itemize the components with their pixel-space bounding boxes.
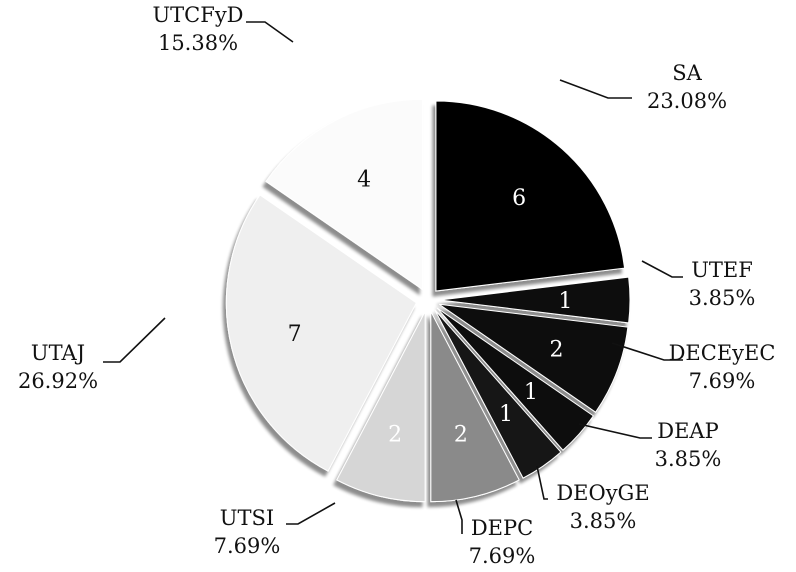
leader-line-deoyge bbox=[536, 465, 548, 500]
slice-percent-utsi: 7.69% bbox=[214, 534, 281, 558]
slice-percent-utcfyd: 15.38% bbox=[158, 31, 238, 55]
slice-label-deoyge: DEOyGE bbox=[556, 481, 649, 505]
leader-line-utaj bbox=[103, 317, 166, 363]
slice-label-deap: DEAP bbox=[657, 419, 718, 443]
slice-percent-deoyge: 3.85% bbox=[570, 509, 637, 533]
slice-value-utef: 1 bbox=[558, 289, 572, 314]
slice-label-utcfyd: UTCFyD bbox=[152, 3, 243, 27]
slice-value-deap: 1 bbox=[524, 380, 538, 405]
leader-line-utsi bbox=[286, 502, 336, 525]
pie-slice-utef bbox=[439, 276, 631, 324]
pie-slice-deap bbox=[436, 307, 595, 451]
leader-line-utcfyd bbox=[246, 21, 294, 43]
leader-line-utef bbox=[641, 260, 683, 278]
slice-value-depc: 2 bbox=[454, 422, 468, 447]
slice-label-utef: UTEF bbox=[691, 258, 753, 282]
leader-line-deap bbox=[578, 423, 652, 439]
slice-value-utcfyd: 4 bbox=[357, 167, 371, 192]
slice-value-deceyec: 2 bbox=[549, 338, 563, 363]
slice-percent-deceyec: 7.69% bbox=[689, 369, 756, 393]
slice-percent-utef: 3.85% bbox=[689, 286, 756, 310]
slice-label-utaj: UTAJ bbox=[31, 341, 85, 365]
slice-label-utsi: UTSI bbox=[220, 506, 274, 530]
slice-label-sa: SA bbox=[672, 61, 702, 85]
slice-labels: SA23.08%UTEF3.85%DECEyEC7.69%DEAP3.85%DE… bbox=[18, 3, 775, 568]
pie-slice-deceyec bbox=[438, 303, 629, 413]
pie-slice-sa bbox=[435, 100, 626, 292]
leader-line-deceyec bbox=[611, 342, 683, 361]
slice-percent-deap: 3.85% bbox=[655, 447, 722, 471]
pie-slice-utaj bbox=[225, 194, 417, 472]
pie-slice-deoyge bbox=[434, 309, 562, 479]
pie-slices bbox=[225, 98, 631, 503]
pie-slice-utsi bbox=[336, 311, 426, 503]
slice-label-depc: DEPC bbox=[471, 516, 533, 540]
slice-label-deceyec: DECEyEC bbox=[669, 341, 776, 365]
pie-slice-depc bbox=[430, 311, 520, 503]
slice-value-sa: 6 bbox=[512, 186, 526, 211]
slice-percent-utaj: 26.92% bbox=[18, 369, 98, 393]
leader-line-depc bbox=[455, 499, 463, 534]
slice-percent-sa: 23.08% bbox=[647, 89, 727, 113]
slice-percent-depc: 7.69% bbox=[469, 544, 536, 568]
pie-slice-utcfyd bbox=[265, 98, 423, 291]
slice-value-utsi: 2 bbox=[388, 422, 402, 447]
leader-line-sa bbox=[559, 79, 632, 99]
slice-value-deoyge: 1 bbox=[499, 402, 513, 427]
slice-value-utaj: 7 bbox=[288, 322, 302, 347]
